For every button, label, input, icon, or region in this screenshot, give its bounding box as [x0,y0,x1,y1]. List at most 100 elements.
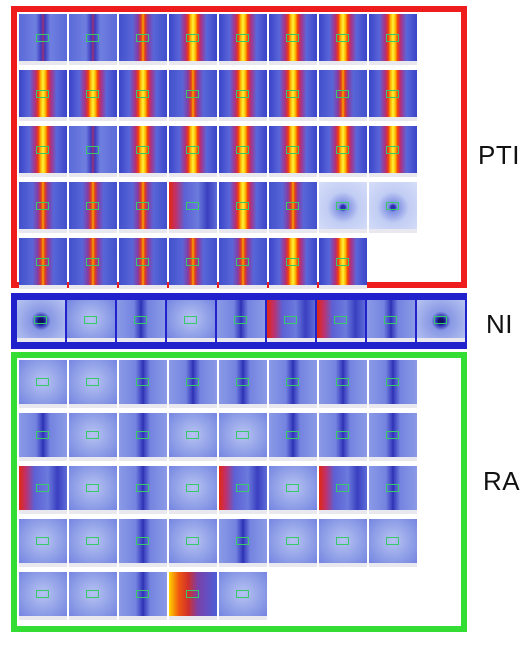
roi-box [34,316,47,324]
roi-box [36,378,49,386]
roi-box [336,90,349,98]
thermal-thumbnail [369,182,417,233]
thumbnail-caption-strip [369,563,417,567]
roi-box [186,537,199,545]
thermal-thumbnail [119,126,167,177]
roi-box [286,202,299,210]
thumbnail-caption-strip [369,173,417,177]
thermal-thumbnail [269,519,317,567]
thumbnail-caption-strip [319,457,367,461]
thermal-thumbnail [119,238,167,289]
thermal-thumbnail [369,413,417,461]
ni-thumbnail-grid [17,300,465,342]
roi-box [136,590,149,598]
thumbnail-caption-strip [119,563,167,567]
thumbnail-caption-strip [369,510,417,514]
thermal-thumbnail [17,300,65,342]
thermal-thumbnail [269,70,317,121]
thermal-thumbnail [119,413,167,461]
thermal-thumbnail [69,14,117,65]
roi-box [336,431,349,439]
thermal-thumbnail [269,238,317,289]
roi-box [236,90,249,98]
thumbnail-caption-strip [319,173,367,177]
roi-box [286,146,299,154]
thermal-thumbnail [217,300,265,342]
roi-box [86,202,99,210]
thermal-thumbnail [19,360,67,408]
roi-box [386,537,399,545]
thumbnail-caption-strip [169,510,217,514]
thermal-thumbnail [69,572,117,620]
thermal-thumbnail [19,572,67,620]
thermal-thumbnail [119,572,167,620]
thumbnail-caption-strip [269,229,317,233]
pti-thumbnail-grid [19,14,417,289]
roi-box [36,146,49,154]
thumbnail-caption-strip [119,229,167,233]
thermal-thumbnail [369,519,417,567]
thermal-thumbnail [219,466,267,514]
roi-box [336,202,349,210]
thumbnail-caption-strip [319,285,367,289]
thumbnail-caption-strip [69,563,117,567]
roi-box [186,146,199,154]
thumbnail-caption-strip [319,61,367,65]
thumbnail-caption-strip [69,117,117,121]
roi-box [386,202,399,210]
thermal-thumbnail [369,360,417,408]
thermal-thumbnail [169,519,217,567]
thumbnail-caption-strip [119,404,167,408]
roi-box [236,537,249,545]
thermal-thumbnail [369,466,417,514]
thermal-thumbnail [167,300,215,342]
thermal-thumbnail [69,413,117,461]
thumbnail-caption-strip [219,285,267,289]
roi-box [284,316,297,324]
thermal-thumbnail [119,14,167,65]
thumbnail-caption-strip [19,404,67,408]
thumbnail-caption-strip [169,404,217,408]
thumbnail-caption-strip [369,404,417,408]
thermal-thumbnail [369,14,417,65]
thumbnail-caption-strip [219,117,267,121]
thermal-thumbnail [219,14,267,65]
roi-box [236,431,249,439]
thumbnail-caption-strip [19,510,67,514]
thumbnail-caption-strip [219,563,267,567]
thumbnail-caption-strip [369,229,417,233]
thumbnail-caption-strip [19,563,67,567]
thumbnail-caption-strip [169,117,217,121]
thumbnail-caption-strip [69,173,117,177]
roi-box [336,34,349,42]
roi-box [286,34,299,42]
roi-box [186,34,199,42]
roi-box [86,90,99,98]
thumbnail-caption-strip [269,61,317,65]
roi-box [386,34,399,42]
thumbnail-caption-strip [69,510,117,514]
thermal-thumbnail [169,360,217,408]
roi-box [186,90,199,98]
thermal-thumbnail [117,300,165,342]
thumbnail-caption-strip [219,457,267,461]
roi-box [134,316,147,324]
roi-box [86,590,99,598]
thermal-thumbnail [219,519,267,567]
thermal-thumbnail [169,14,217,65]
thermal-thumbnail [367,300,415,342]
thumbnail-caption-strip [119,61,167,65]
ra-label: RA [483,466,521,496]
thumbnail-caption-strip [119,510,167,514]
ni-group [11,293,467,349]
thermal-thumbnail [317,300,365,342]
thumbnail-caption-strip [19,173,67,177]
thumbnail-caption-strip [19,457,67,461]
thermal-thumbnail [417,300,465,342]
roi-box [336,146,349,154]
thermal-thumbnail [219,182,267,233]
roi-box [86,146,99,154]
thumbnail-caption-strip [169,61,217,65]
roi-box [36,90,49,98]
thermal-thumbnail [119,70,167,121]
